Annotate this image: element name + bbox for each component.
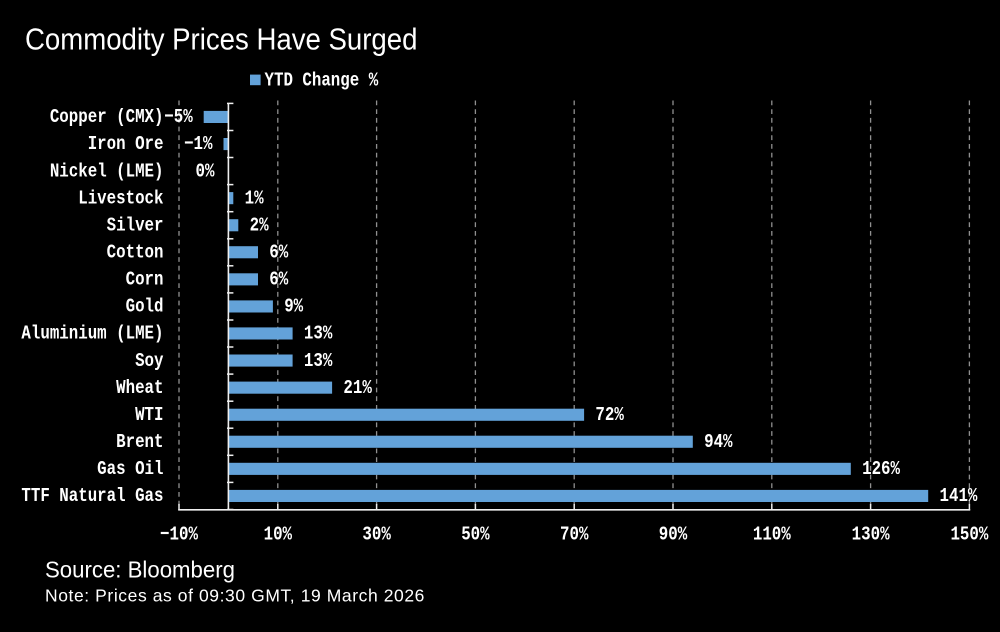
svg-text:Brent: Brent bbox=[116, 432, 163, 454]
svg-text:13%: 13% bbox=[304, 350, 333, 372]
svg-text:Nickel (LME): Nickel (LME) bbox=[50, 161, 164, 183]
svg-text:−1%: −1% bbox=[184, 134, 213, 156]
svg-text:Silver: Silver bbox=[107, 215, 164, 237]
svg-text:Soy: Soy bbox=[135, 350, 164, 372]
svg-text:50%: 50% bbox=[461, 524, 490, 546]
svg-text:141%: 141% bbox=[940, 486, 978, 508]
svg-text:Iron Ore: Iron Ore bbox=[88, 134, 164, 156]
svg-text:13%: 13% bbox=[304, 323, 333, 345]
svg-text:Gas Oil: Gas Oil bbox=[97, 459, 163, 481]
svg-text:WTI: WTI bbox=[135, 404, 163, 426]
svg-text:130%: 130% bbox=[852, 524, 890, 546]
svg-text:Aluminium (LME): Aluminium (LME) bbox=[21, 323, 163, 345]
svg-text:70%: 70% bbox=[560, 524, 589, 546]
svg-text:126%: 126% bbox=[862, 459, 900, 481]
svg-text:−10%: −10% bbox=[160, 524, 198, 546]
svg-text:TTF Natural Gas: TTF Natural Gas bbox=[21, 486, 163, 508]
svg-text:Note: Prices as of 09:30 GMT,: Note: Prices as of 09:30 GMT, 19 March 2… bbox=[45, 585, 425, 605]
svg-text:30%: 30% bbox=[362, 524, 391, 546]
svg-text:21%: 21% bbox=[343, 377, 372, 399]
svg-text:72%: 72% bbox=[595, 404, 624, 426]
svg-text:Livestock: Livestock bbox=[78, 188, 164, 210]
svg-text:150%: 150% bbox=[950, 524, 988, 546]
svg-text:6%: 6% bbox=[269, 242, 288, 264]
svg-text:0%: 0% bbox=[196, 161, 215, 183]
svg-text:YTD Change %: YTD Change % bbox=[265, 70, 379, 92]
svg-text:Gold: Gold bbox=[126, 296, 164, 318]
svg-text:Corn: Corn bbox=[126, 269, 164, 291]
svg-text:90%: 90% bbox=[659, 524, 688, 546]
svg-text:94%: 94% bbox=[704, 432, 733, 454]
svg-text:10%: 10% bbox=[264, 524, 293, 546]
svg-text:6%: 6% bbox=[269, 269, 288, 291]
svg-text:110%: 110% bbox=[753, 524, 791, 546]
svg-text:Wheat: Wheat bbox=[116, 377, 163, 399]
svg-text:2%: 2% bbox=[250, 215, 269, 237]
svg-text:Commodity Prices Have Surged: Commodity Prices Have Surged bbox=[25, 23, 417, 57]
svg-text:Source: Bloomberg: Source: Bloomberg bbox=[45, 556, 235, 583]
svg-text:Cotton: Cotton bbox=[107, 242, 164, 264]
svg-text:1%: 1% bbox=[245, 188, 264, 210]
svg-text:9%: 9% bbox=[284, 296, 303, 318]
svg-text:Copper (CMX): Copper (CMX) bbox=[50, 107, 164, 129]
svg-text:−5%: −5% bbox=[164, 107, 193, 129]
